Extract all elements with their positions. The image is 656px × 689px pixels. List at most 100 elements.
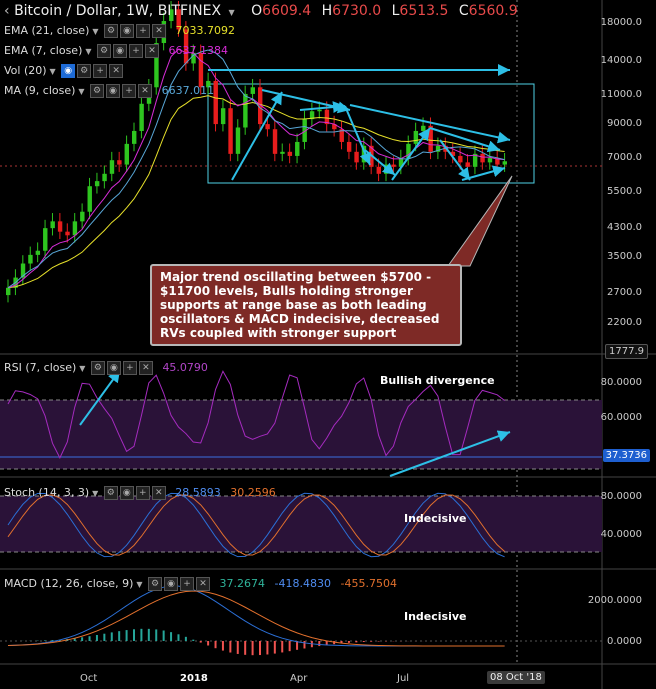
macd-note: Indecisive xyxy=(404,610,467,623)
legend-rsi[interactable]: RSI (7, close) ▼ ⚙ ◉ + ✕ 45.0790 xyxy=(4,361,208,375)
close-icon[interactable]: ✕ xyxy=(138,361,153,375)
candle-body xyxy=(213,80,218,125)
settings-icon[interactable]: ⚙ xyxy=(148,577,163,591)
candle-body xyxy=(65,231,70,236)
macd-histogram-bar xyxy=(318,641,321,647)
eye-icon[interactable]: ◉ xyxy=(120,24,135,38)
macd-label[interactable]: MACD (12, 26, close, 9) xyxy=(4,577,134,590)
chevron-down-icon[interactable]: ▼ xyxy=(49,67,56,76)
chevron-down-icon[interactable]: ▼ xyxy=(136,580,143,589)
close-icon[interactable]: ✕ xyxy=(138,84,153,98)
settings-icon[interactable]: ⚙ xyxy=(90,84,105,98)
macd-axis-0: 0.0000 xyxy=(607,636,642,647)
ma9-label[interactable]: MA (9, close) xyxy=(4,84,76,97)
settings-icon[interactable]: ⚙ xyxy=(77,64,92,78)
settings-icon[interactable]: ⚙ xyxy=(90,361,105,375)
chevron-down-icon[interactable]: ▼ xyxy=(85,47,92,56)
plus-icon[interactable]: + xyxy=(136,24,151,38)
candle-body xyxy=(154,43,159,88)
close-icon[interactable]: ✕ xyxy=(145,44,160,58)
ohlc-readout: O6609.4 H6730.0 L6513.5 C6560.9 xyxy=(251,3,518,19)
legend-vol[interactable]: Vol (20) ▼ ◉ ⚙ + ✕ xyxy=(4,64,124,78)
settings-icon[interactable]: ⚙ xyxy=(103,486,118,500)
ema7-label[interactable]: EMA (7, close) xyxy=(4,44,83,57)
close-icon[interactable]: ✕ xyxy=(109,64,124,78)
chevron-left-icon[interactable]: ‹ xyxy=(4,3,10,19)
legend-ema7[interactable]: EMA (7, close) ▼ ⚙ ◉ + ✕ 6637.1384 xyxy=(4,44,228,58)
macd-histogram-bar xyxy=(273,641,276,654)
candle-body xyxy=(480,153,485,163)
plus-icon[interactable]: + xyxy=(180,577,195,591)
settings-icon[interactable]: ⚙ xyxy=(97,44,112,58)
price-axis-label: 4300.0 xyxy=(607,222,642,233)
macd-histogram-bar xyxy=(251,641,254,656)
divergence-arrow xyxy=(79,369,121,426)
price-axis-label: 11000.0 xyxy=(600,89,642,100)
stoch-label[interactable]: Stoch (14, 3, 3) xyxy=(4,486,90,499)
price-axis-label: 7000.0 xyxy=(607,152,642,163)
eye-icon[interactable]: ◉ xyxy=(106,361,121,375)
candle-body xyxy=(450,151,456,156)
macd-histogram-bar xyxy=(44,640,47,641)
eye-icon[interactable]: ◉ xyxy=(119,486,134,500)
low-value: 6513.5 xyxy=(399,3,449,19)
symbol-header[interactable]: ‹ Bitcoin / Dollar, 1W, BITFINEX ▼ O6609… xyxy=(4,2,518,22)
rsi-label[interactable]: RSI (7, close) xyxy=(4,361,77,374)
eye-icon[interactable]: ◉ xyxy=(61,64,76,78)
candle-body xyxy=(235,127,241,154)
chevron-down-icon[interactable]: ▼ xyxy=(92,27,99,36)
candle-body xyxy=(332,124,337,130)
candle-body xyxy=(50,221,55,229)
candle-body xyxy=(117,160,122,165)
settings-icon[interactable]: ⚙ xyxy=(104,24,119,38)
chevron-down-icon[interactable]: ▼ xyxy=(92,489,99,498)
legend-ma9[interactable]: MA (9, close) ▼ ⚙ ◉ + ✕ 6637.011 xyxy=(4,84,214,98)
candle-body xyxy=(280,151,285,154)
chevron-down-icon[interactable]: ▼ xyxy=(79,364,86,373)
plus-icon[interactable]: + xyxy=(129,44,144,58)
stoch-note: Indecisive xyxy=(404,512,467,525)
trend-arrow xyxy=(231,91,283,181)
legend-stoch[interactable]: Stoch (14, 3, 3) ▼ ⚙ ◉ + ✕ 28.5893 30.2596 xyxy=(4,486,276,500)
chevron-down-icon[interactable]: ▼ xyxy=(78,87,85,96)
ema7-line xyxy=(7,48,505,289)
time-label-2018: 2018 xyxy=(180,673,208,684)
macd-histogram-bar xyxy=(229,641,232,653)
chevron-down-icon[interactable]: ▼ xyxy=(228,8,235,17)
close-icon[interactable]: ✕ xyxy=(196,577,211,591)
ema21-label[interactable]: EMA (21, close) xyxy=(4,24,90,37)
plus-icon[interactable]: + xyxy=(122,84,137,98)
candle-body xyxy=(124,143,129,165)
close-icon[interactable]: ✕ xyxy=(152,24,167,38)
trend-arrow xyxy=(429,127,501,153)
macd-histogram-bar xyxy=(103,633,106,641)
ema21-value: 7033.7092 xyxy=(175,24,236,37)
eye-icon[interactable]: ◉ xyxy=(113,44,128,58)
open-value: 6609.4 xyxy=(262,3,312,19)
price-axis-label: 9000.0 xyxy=(607,118,642,129)
candle-body xyxy=(295,141,300,156)
macd-histogram-bar xyxy=(266,641,269,655)
macd-histogram-bar xyxy=(325,641,328,646)
stoch-axis-40: 40.0000 xyxy=(600,529,642,540)
candle-body xyxy=(250,87,255,94)
candle-body xyxy=(206,80,211,88)
candle-body xyxy=(169,9,174,22)
close-icon[interactable]: ✕ xyxy=(151,486,166,500)
candle-body xyxy=(6,287,11,296)
eye-icon[interactable]: ◉ xyxy=(106,84,121,98)
vol-label[interactable]: Vol (20) xyxy=(4,64,47,77)
plus-icon[interactable]: + xyxy=(122,361,137,375)
high-label: H xyxy=(321,3,333,19)
legend-ema21[interactable]: EMA (21, close) ▼ ⚙ ◉ + ✕ 7033.7092 xyxy=(4,24,235,38)
candle-body xyxy=(258,87,263,125)
symbol-title[interactable]: Bitcoin / Dollar, 1W, BITFINEX xyxy=(14,3,222,19)
analysis-annotation[interactable]: Major trend oscillating between $5700 - … xyxy=(150,264,462,346)
macd-histogram-bar xyxy=(296,641,299,650)
eye-icon[interactable]: ◉ xyxy=(164,577,179,591)
plus-icon[interactable]: + xyxy=(93,64,108,78)
legend-macd[interactable]: MACD (12, 26, close, 9) ▼ ⚙ ◉ + ✕ 37.2674 -4… xyxy=(4,577,397,591)
plus-icon[interactable]: + xyxy=(135,486,150,500)
